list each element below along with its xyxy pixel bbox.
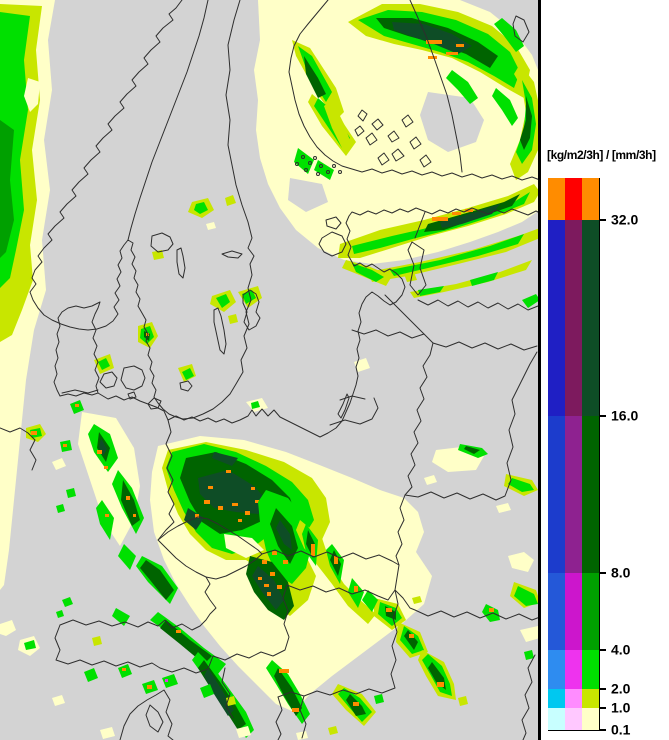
border-finland-russia [409,0,463,173]
tick-dash [600,649,606,651]
colorbar-cell [582,220,599,416]
precipitation-map [0,0,541,740]
legend-colorbar [548,178,600,731]
coastline-scandinavia [29,0,255,420]
tick-dash [600,572,606,574]
country-borders [0,0,541,740]
colorbar-row [548,416,599,573]
colorbar-row [548,650,599,689]
border-germany-poland [157,419,175,541]
colorbar-cell [548,178,565,220]
legend-colorbar-area: 32.0 16.0 8.0 4.0 2.0 1.0 0.1 [548,178,668,737]
colorbar-cell [582,689,599,708]
legend-tick-label: 16.0 [611,407,639,424]
map-frame [538,0,541,740]
precipitation-overlay [0,0,540,740]
border-norway-sweden [127,0,209,241]
colorbar-row [548,178,599,220]
legend-tick-label: 2.0 [611,680,631,697]
legend-tick-label: 4.0 [611,641,631,658]
tick-dash [600,219,606,221]
colorbar-cell [548,650,565,689]
legend-tick-label: 32.0 [611,211,639,228]
colorbar-cell [565,220,582,416]
colorbar-cell [582,573,599,650]
colorbar-cell [548,220,565,416]
legend-title: [kg/m2/3h] / [mm/3h] [547,148,656,162]
colorbar-cell [565,416,582,573]
colorbar-row [548,708,599,730]
tick-dash [600,415,606,417]
coastline-finland [288,0,541,181]
colorbar-cell [582,416,599,573]
tick-dash [600,688,606,690]
colorbar-cell [565,573,582,650]
colorbar-cell [565,708,582,730]
tick-dash [600,729,606,731]
colorbar-cell [548,573,565,650]
legend-tick-label: 0.1 [611,721,631,738]
legend-tick-label: 8.0 [611,564,631,581]
colorbar-row [548,573,599,650]
coastline-baltic-south [97,207,541,438]
legend: [kg/m2/3h] / [mm/3h] [546,148,669,740]
colorbar-cell [582,708,599,730]
colorbar-cell [565,689,582,708]
border-baltics [384,294,538,351]
colorbar-cell [565,178,582,220]
colorbar-cell [548,416,565,573]
legend-tick-label: 1.0 [611,699,631,716]
colorbar-row [548,689,599,708]
colorbar-cell [548,689,565,708]
colorbar-cell [582,650,599,689]
colorbar-row [548,220,599,416]
colorbar-cell [565,650,582,689]
coastline-denmark [53,301,101,397]
colorbar-cell [582,178,599,220]
colorbar-cell [548,708,565,730]
tick-dash [600,707,606,709]
